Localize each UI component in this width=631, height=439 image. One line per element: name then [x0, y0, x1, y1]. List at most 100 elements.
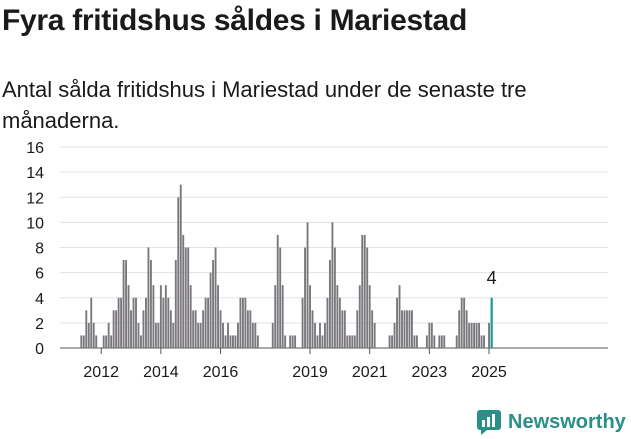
y-tick-label: 14: [26, 165, 44, 182]
y-tick-label: 6: [35, 266, 44, 283]
bar: [80, 335, 83, 348]
bar: [244, 297, 247, 348]
bar: [321, 335, 324, 348]
bar: [249, 310, 252, 348]
bar: [122, 260, 125, 348]
bar: [110, 335, 113, 348]
bar: [366, 247, 369, 348]
bar: [368, 285, 371, 348]
annotations: 4: [487, 268, 497, 288]
bar: [142, 310, 145, 348]
x-tick-label: 2025: [471, 364, 507, 381]
y-tick-label: 8: [35, 241, 44, 258]
bar: [455, 335, 458, 348]
bar: [428, 322, 431, 348]
bar: [232, 335, 234, 348]
bar: [204, 297, 207, 348]
bar: [311, 310, 314, 348]
bar: [309, 285, 311, 348]
bar: [398, 285, 401, 348]
bar: [214, 247, 217, 348]
y-tick-label: 10: [26, 215, 44, 232]
bar: [430, 322, 433, 348]
bar: [246, 310, 249, 348]
bar: [401, 310, 403, 348]
bar: [393, 322, 396, 348]
bar: [192, 310, 195, 348]
bar: [217, 285, 219, 348]
bar: [314, 322, 316, 348]
bar: [438, 335, 441, 348]
x-tick-label: 2012: [83, 364, 119, 381]
bar: [463, 297, 466, 348]
bar: [177, 197, 180, 348]
bar: [373, 322, 376, 348]
bar: [254, 322, 257, 348]
bar: [87, 322, 90, 348]
bar: [331, 222, 334, 348]
bar: [256, 335, 259, 348]
bar: [189, 285, 192, 348]
bar: [224, 335, 227, 348]
bar: [234, 335, 237, 348]
x-tick-label: 2016: [203, 364, 239, 381]
y-axis: 0 2 4 6 8 10 12 14 16: [26, 140, 44, 358]
bar: [458, 310, 461, 348]
bar: [159, 285, 162, 348]
bar: [363, 234, 366, 348]
bar: [140, 335, 142, 348]
bar: [202, 310, 205, 348]
bar: [336, 285, 339, 348]
bar: [408, 310, 411, 348]
bar: [465, 310, 468, 348]
bar: [117, 297, 120, 348]
bar: [348, 335, 351, 348]
bar: [125, 260, 128, 348]
bar: [105, 335, 108, 348]
bar: [222, 322, 224, 348]
bar: [194, 310, 197, 348]
highlight-value-label: 4: [487, 268, 497, 288]
bar: [388, 335, 391, 348]
bar: [107, 322, 110, 348]
y-tick-label: 2: [35, 316, 44, 333]
bar: [326, 297, 329, 348]
bar: [182, 234, 185, 348]
bar: [371, 310, 374, 348]
x-tick-label: 2021: [352, 364, 388, 381]
bar: [229, 335, 232, 348]
bar: [127, 285, 130, 348]
bar: [184, 247, 187, 348]
bar: [356, 310, 359, 348]
bar: [120, 297, 123, 348]
bar: [488, 322, 490, 348]
bar: [425, 335, 428, 348]
bar: [294, 335, 297, 348]
bar: [328, 260, 331, 348]
bar: [291, 335, 294, 348]
bar: [413, 335, 416, 348]
bar: [212, 260, 215, 348]
bar: [219, 310, 222, 348]
bar: [199, 322, 202, 348]
bar: [490, 297, 493, 348]
bar: [271, 322, 274, 348]
bar: [343, 310, 346, 348]
newsworthy-logo[interactable]: Newsworthy: [476, 407, 626, 437]
bar: [187, 247, 190, 348]
bar: [95, 335, 98, 348]
bar: [440, 335, 443, 348]
bar: [239, 297, 242, 348]
bar: [90, 297, 93, 348]
bar: [209, 272, 212, 348]
bar: [483, 335, 485, 348]
x-tick-label: 2023: [412, 364, 448, 381]
y-tick-label: 12: [26, 190, 44, 207]
bar: [443, 335, 446, 348]
bar: [82, 335, 85, 348]
bar: [468, 322, 471, 348]
bar: [169, 310, 172, 348]
bar: [167, 297, 170, 348]
bar: [276, 234, 279, 348]
